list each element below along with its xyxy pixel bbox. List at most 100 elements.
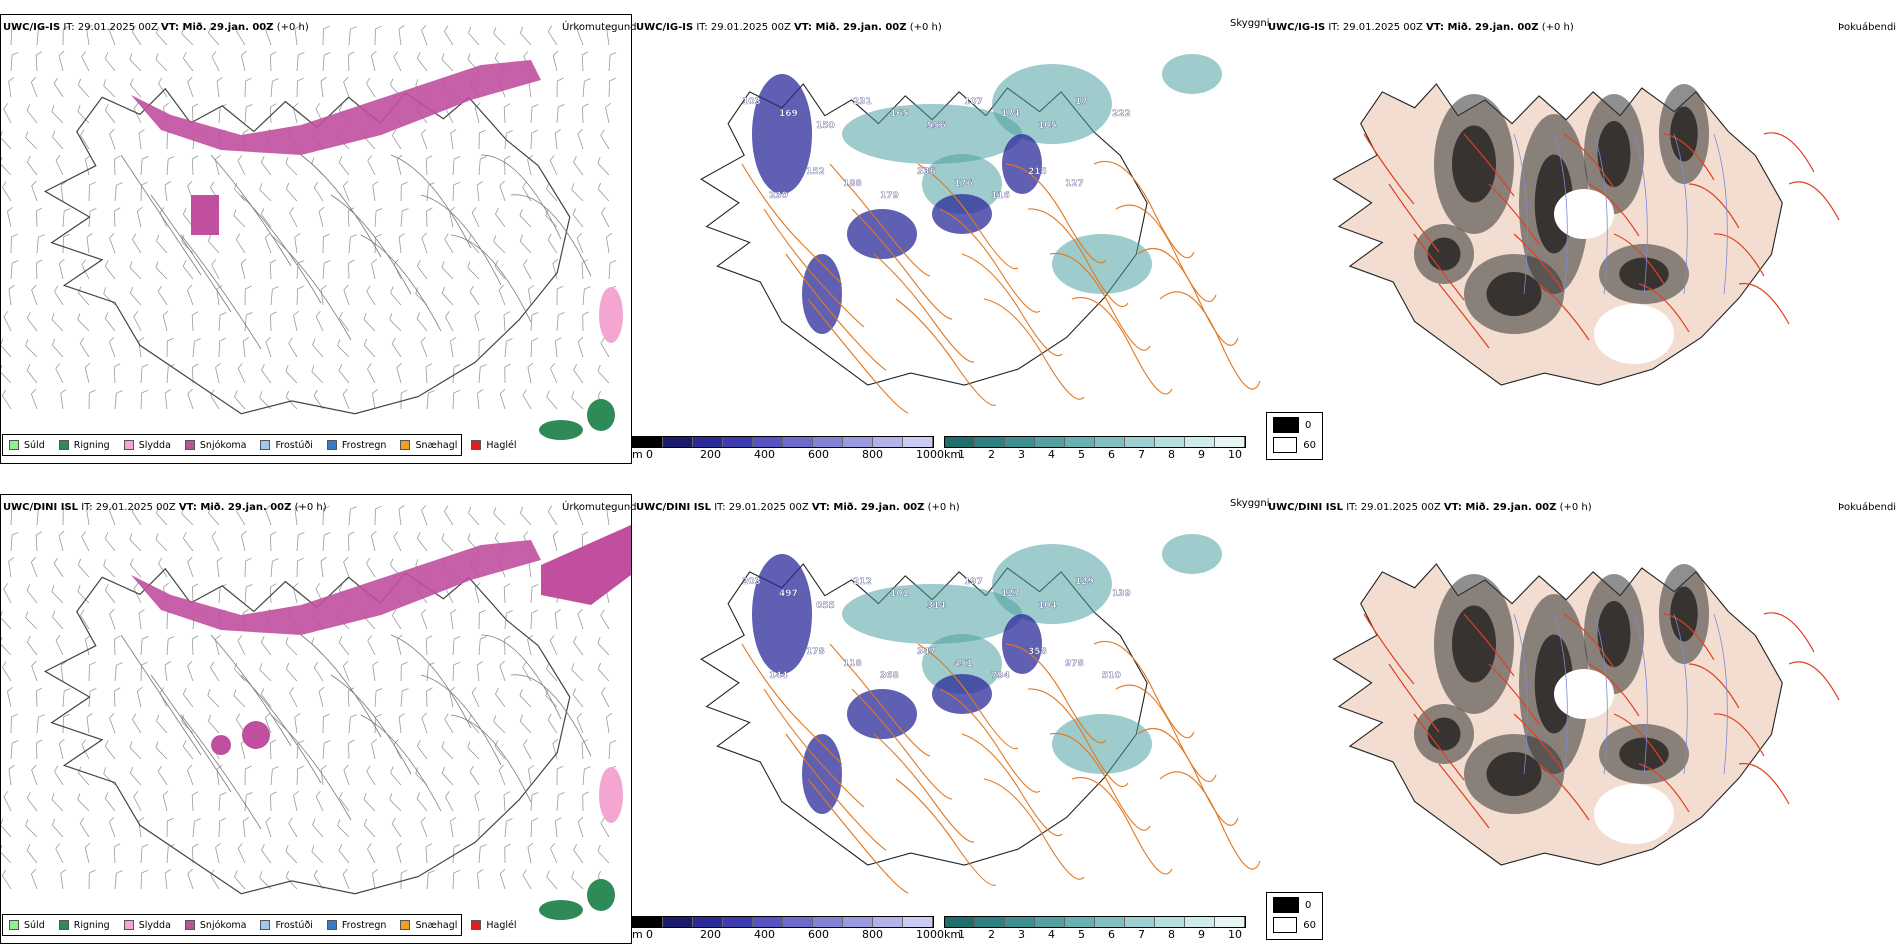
wind-barb: [452, 389, 461, 410]
legend-label: Frostregn: [341, 439, 387, 451]
colorbar-tick: 1: [958, 448, 965, 461]
wind-barb: [108, 816, 116, 838]
wind-barb: [109, 608, 116, 630]
wind-barb: [191, 311, 199, 332]
wind-barb: [322, 233, 330, 254]
legend-item: Slydda: [123, 440, 171, 451]
road-line: [270, 714, 352, 821]
road-line: [1738, 762, 1790, 805]
legend-swatch: [9, 440, 19, 450]
snow-area: [211, 735, 231, 755]
cloud-panel-bottom: 203 497 055 212 101 314 197 127 104 129 139 144 178 1…: [632, 494, 1264, 944]
wind-barb: [35, 51, 43, 72]
precip-legend-items: Súld Rigning Slydda Snjókoma Frostúði Frostre…: [9, 440, 531, 451]
wind-barb: [322, 740, 331, 760]
river-line: [1553, 133, 1568, 295]
colorbar-cell: [663, 437, 693, 447]
wind-barb: [26, 104, 38, 124]
fog-core: [1670, 106, 1698, 162]
wind-barb: [113, 207, 121, 228]
glacier-area: [1554, 669, 1614, 719]
river-line: [1713, 133, 1728, 295]
wind-barb: [10, 740, 19, 760]
wind-barb: [244, 765, 252, 786]
road-line: [1538, 283, 1590, 341]
wind-barb: [58, 738, 65, 760]
wind-barb: [582, 791, 589, 812]
colorbar-cell: [1185, 917, 1215, 927]
visibility-area: [922, 154, 1002, 214]
wind-barb: [88, 181, 96, 202]
legend-swatch: [400, 440, 411, 450]
road-line: [939, 688, 1041, 793]
legend-item: Snjókoma: [184, 440, 246, 451]
wind-barb: [547, 713, 558, 734]
road-line: [210, 154, 292, 267]
colorbar-cell: [723, 917, 753, 927]
fog-legend-swatch: [1273, 437, 1298, 453]
wind-barb: [265, 504, 272, 526]
wind-barb: [103, 287, 116, 306]
wind-barb: [426, 207, 433, 228]
wind-barb: [285, 844, 298, 864]
wind-barb: [207, 689, 220, 708]
wind-barb: [10, 260, 19, 280]
river-line: [1593, 613, 1608, 775]
river-line: [1513, 133, 1528, 295]
wind-barb: [522, 181, 532, 202]
wind-barb: [129, 286, 142, 306]
wind-barb: [80, 129, 90, 150]
wind-barb: [441, 53, 454, 72]
wind-barb: [181, 27, 194, 46]
wind-barb: [242, 337, 250, 358]
wind-barb: [218, 817, 226, 838]
wind-barb: [471, 687, 480, 708]
cloud-panel-top: 103 169 150 231 165 556 107 174 105 17 222 230 152 18…: [632, 14, 1264, 464]
legend-label: Súld: [24, 439, 45, 451]
cloudbase-label: 222: [1112, 109, 1131, 119]
wind-barb: [318, 206, 325, 228]
wind-barb: [104, 260, 116, 280]
rain-area: [587, 879, 615, 911]
cloudbase-label: 105: [1038, 121, 1057, 131]
header-fog-top: UWC/IG-IS IT: 29.01.2025 00Z VT: Mið. 29…: [1268, 22, 1574, 33]
wind-barb: [499, 868, 506, 890]
wind-barb: [210, 661, 220, 682]
cloudbase-label: 150: [816, 121, 835, 131]
wind-barb: [51, 793, 64, 812]
road-line: [1115, 684, 1217, 783]
wind-barb: [421, 232, 428, 254]
rain-area: [539, 420, 583, 440]
legend-item: Rigning: [58, 440, 110, 451]
wind-barb: [234, 870, 246, 890]
wind-barb: [104, 792, 116, 812]
wind-barb: [104, 532, 116, 552]
wind-barb: [347, 51, 355, 72]
cloudbase-label: 127: [1065, 179, 1084, 189]
colorbar-tick: 8: [1168, 448, 1175, 461]
wind-barb: [140, 364, 149, 384]
fog-map-top: [1332, 83, 1840, 386]
wind-barb: [109, 128, 116, 150]
cloudbase-label: 178: [806, 647, 825, 657]
wind-barb: [504, 130, 513, 150]
wind-barb: [522, 389, 532, 410]
wind-barb: [104, 584, 116, 604]
legend-item: Haglél: [471, 920, 517, 931]
road-line: [807, 778, 909, 894]
colorbar-cell: [1065, 437, 1095, 447]
wind-barb: [556, 285, 564, 306]
wind-barb: [86, 24, 93, 46]
wind-barb: [367, 843, 376, 864]
wind-barb: [476, 181, 484, 202]
wind-barb: [597, 636, 610, 656]
colorbar-tick: 2: [988, 928, 995, 941]
wind-barb: [554, 609, 562, 630]
road-line: [1613, 713, 1665, 765]
legend-label: Rigning: [73, 919, 110, 931]
visibility-colorbar-bottom: km 1 2 3 4 5 6 7 8 9 10: [944, 916, 1250, 946]
colorbar-tick: 800: [862, 928, 883, 941]
legend-item: Haglél: [471, 440, 517, 451]
wind-barb: [322, 713, 330, 734]
precip-title-top: Úrkomutegund: [562, 22, 637, 33]
